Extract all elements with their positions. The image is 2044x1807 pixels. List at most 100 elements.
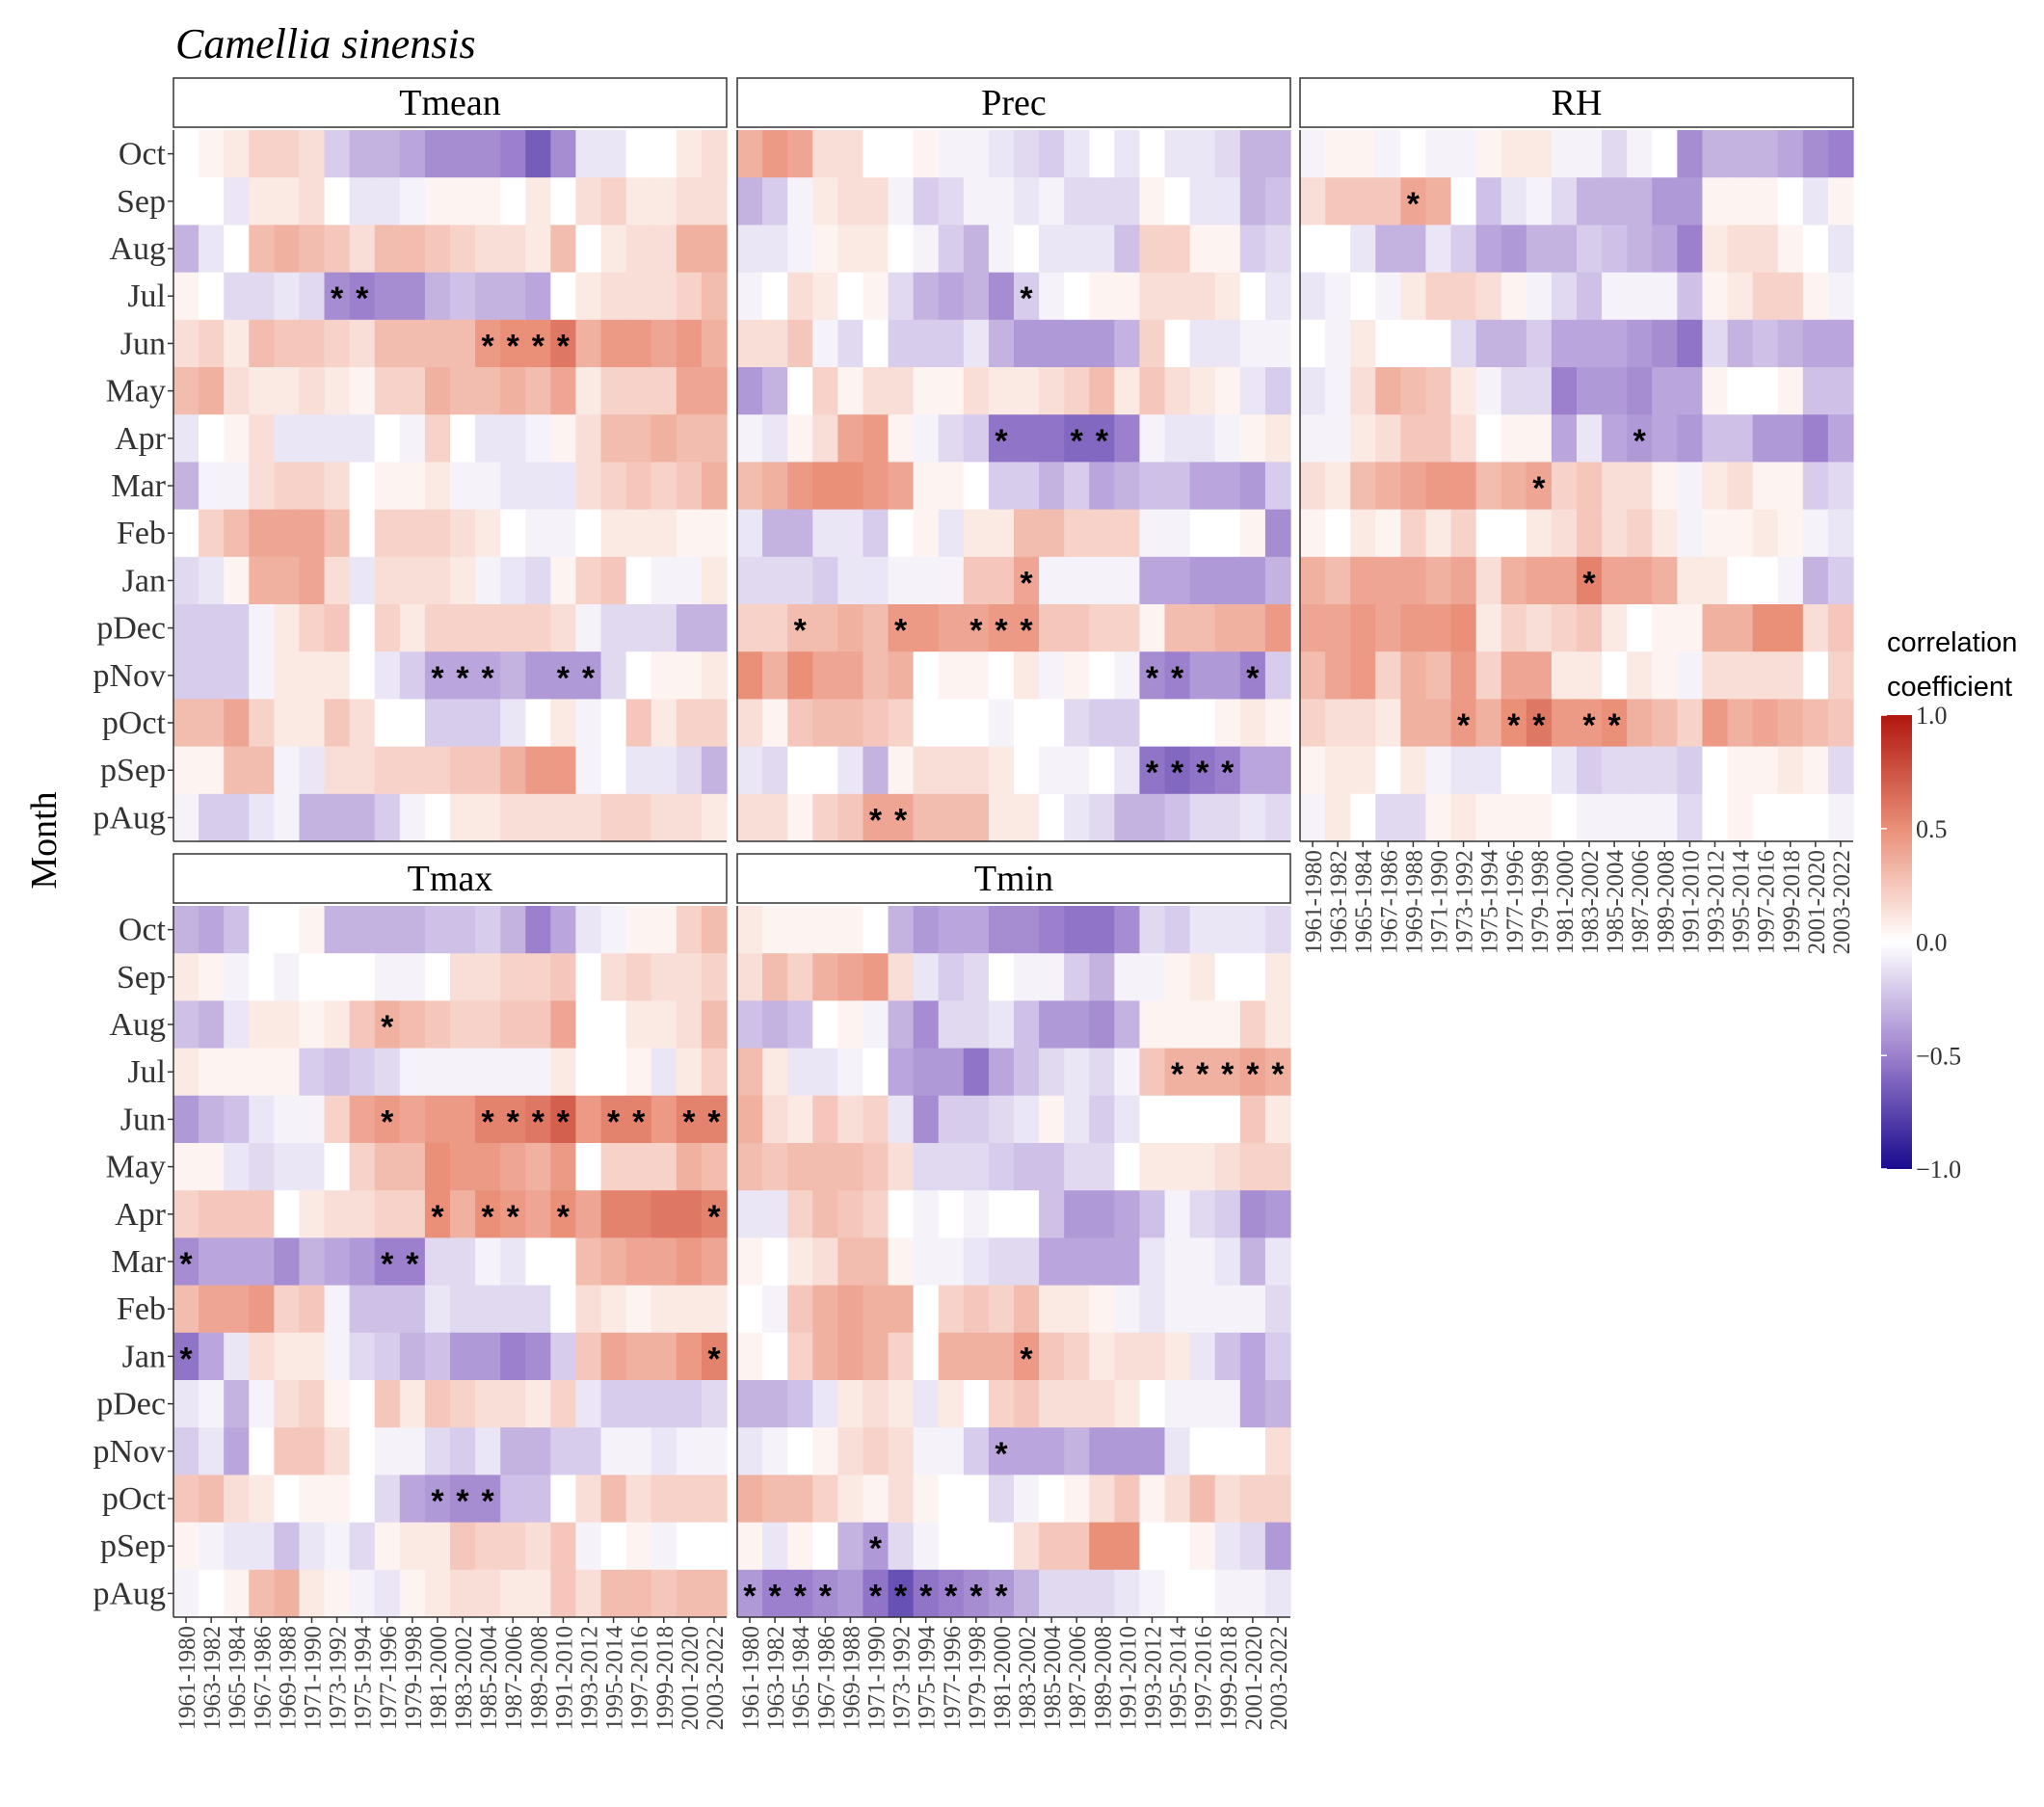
significance-marker: * xyxy=(507,328,520,364)
heatmap-cell xyxy=(676,1000,703,1050)
heatmap-cell xyxy=(1677,272,1704,321)
heatmap-cell xyxy=(1777,319,1804,368)
heatmap-cell xyxy=(424,906,451,954)
heatmap-cell xyxy=(837,953,864,1001)
heatmap-cell xyxy=(1239,319,1266,368)
y-tick-label: pSep xyxy=(100,753,166,788)
heatmap-cell xyxy=(475,651,501,700)
heatmap-cell xyxy=(475,1427,501,1475)
heatmap-cell xyxy=(1777,699,1804,748)
heatmap-cell xyxy=(1752,699,1779,748)
heatmap-cell xyxy=(249,367,275,415)
heatmap-cell xyxy=(787,1475,813,1524)
heatmap-cell xyxy=(762,1427,788,1475)
heatmap-cell xyxy=(274,462,301,511)
heatmap-cell xyxy=(575,1569,602,1618)
heatmap-cell xyxy=(762,651,788,700)
heatmap-cell xyxy=(299,272,326,321)
heatmap-cell xyxy=(173,1569,199,1618)
heatmap-cell xyxy=(1164,604,1191,652)
heatmap-cell xyxy=(1214,509,1241,558)
heatmap-cell xyxy=(1239,1095,1266,1144)
heatmap-cell xyxy=(1500,414,1527,463)
heatmap-cell xyxy=(1375,556,1401,605)
heatmap-cell xyxy=(224,1095,250,1144)
heatmap-cell xyxy=(1450,746,1477,795)
heatmap-cell xyxy=(988,1569,1015,1618)
heatmap-cell xyxy=(475,1048,501,1097)
heatmap-cell xyxy=(812,746,838,795)
heatmap-cell xyxy=(701,793,728,842)
heatmap-cell xyxy=(199,509,225,558)
significance-marker: * xyxy=(557,660,571,697)
heatmap-cell xyxy=(762,177,788,226)
significance-marker: * xyxy=(1171,1056,1184,1093)
heatmap-cell xyxy=(1602,367,1628,415)
heatmap-cell xyxy=(863,1095,889,1144)
y-tick-label: Apr xyxy=(115,1197,167,1233)
significance-marker: * xyxy=(769,1578,783,1614)
heatmap-cell xyxy=(1577,225,1603,274)
heatmap-cell xyxy=(274,414,301,463)
heatmap-cell xyxy=(424,1427,451,1475)
significance-marker: * xyxy=(607,1103,621,1140)
heatmap-cell xyxy=(1752,367,1779,415)
heatmap-cell xyxy=(1827,699,1854,748)
heatmap-cell xyxy=(1400,509,1427,558)
heatmap-cell xyxy=(1214,1427,1241,1475)
heatmap-cell xyxy=(1064,1190,1090,1238)
heatmap-cell xyxy=(1551,651,1578,700)
heatmap-cell xyxy=(938,953,965,1001)
heatmap-cell xyxy=(475,1095,501,1144)
heatmap-cell xyxy=(762,953,788,1001)
heatmap-cell xyxy=(913,1143,940,1191)
heatmap-cell xyxy=(374,1427,401,1475)
heatmap-cell xyxy=(500,414,526,463)
heatmap-cell xyxy=(701,1332,728,1381)
heatmap-cell xyxy=(1264,414,1291,463)
heatmap-cell xyxy=(550,225,577,274)
significance-marker: * xyxy=(1020,613,1033,650)
heatmap-cell xyxy=(625,1332,652,1381)
heatmap-cell xyxy=(1727,130,1754,178)
heatmap-cell xyxy=(913,177,940,226)
heatmap-cell xyxy=(224,1237,250,1287)
y-tick-label: Jun xyxy=(120,326,166,361)
heatmap-cell xyxy=(1039,1285,1065,1334)
heatmap-cell xyxy=(913,509,940,558)
heatmap-cell xyxy=(1577,793,1603,842)
heatmap-cell xyxy=(525,1569,551,1618)
heatmap-cell xyxy=(812,651,838,700)
heatmap-cell xyxy=(374,556,401,605)
heatmap-cell xyxy=(374,793,401,842)
heatmap-cell xyxy=(1827,509,1854,558)
x-tick-label: 1967-1986 xyxy=(813,1626,839,1730)
heatmap-cell xyxy=(450,1569,476,1618)
heatmap-cell xyxy=(450,462,476,511)
heatmap-cell xyxy=(199,462,225,511)
heatmap-cell xyxy=(324,462,351,511)
heatmap-cell xyxy=(938,367,965,415)
heatmap-cell xyxy=(913,1475,940,1524)
heatmap-cell xyxy=(938,1332,965,1381)
y-tick-label: Jun xyxy=(120,1102,166,1137)
heatmap-cell xyxy=(1577,367,1603,415)
heatmap-cell xyxy=(525,1048,551,1097)
heatmap-cell xyxy=(1014,1522,1040,1571)
heatmap-cell xyxy=(837,1380,864,1428)
x-tick-label: 1999-2018 xyxy=(1216,1626,1242,1730)
heatmap-cell xyxy=(913,1285,940,1334)
heatmap-cell xyxy=(863,556,889,605)
heatmap-cell xyxy=(701,1048,728,1097)
heatmap-cell xyxy=(1089,319,1115,368)
heatmap-cell xyxy=(1500,225,1527,274)
heatmap-cell xyxy=(475,1237,501,1287)
heatmap-cell xyxy=(625,272,652,321)
heatmap-cell xyxy=(988,699,1015,748)
significance-marker: * xyxy=(482,660,495,697)
heatmap-cell xyxy=(199,1143,225,1191)
y-tick-label: Oct xyxy=(119,137,167,173)
heatmap-cell xyxy=(274,604,301,652)
heatmap-cell xyxy=(1702,272,1729,321)
heatmap-cell xyxy=(676,1569,703,1618)
